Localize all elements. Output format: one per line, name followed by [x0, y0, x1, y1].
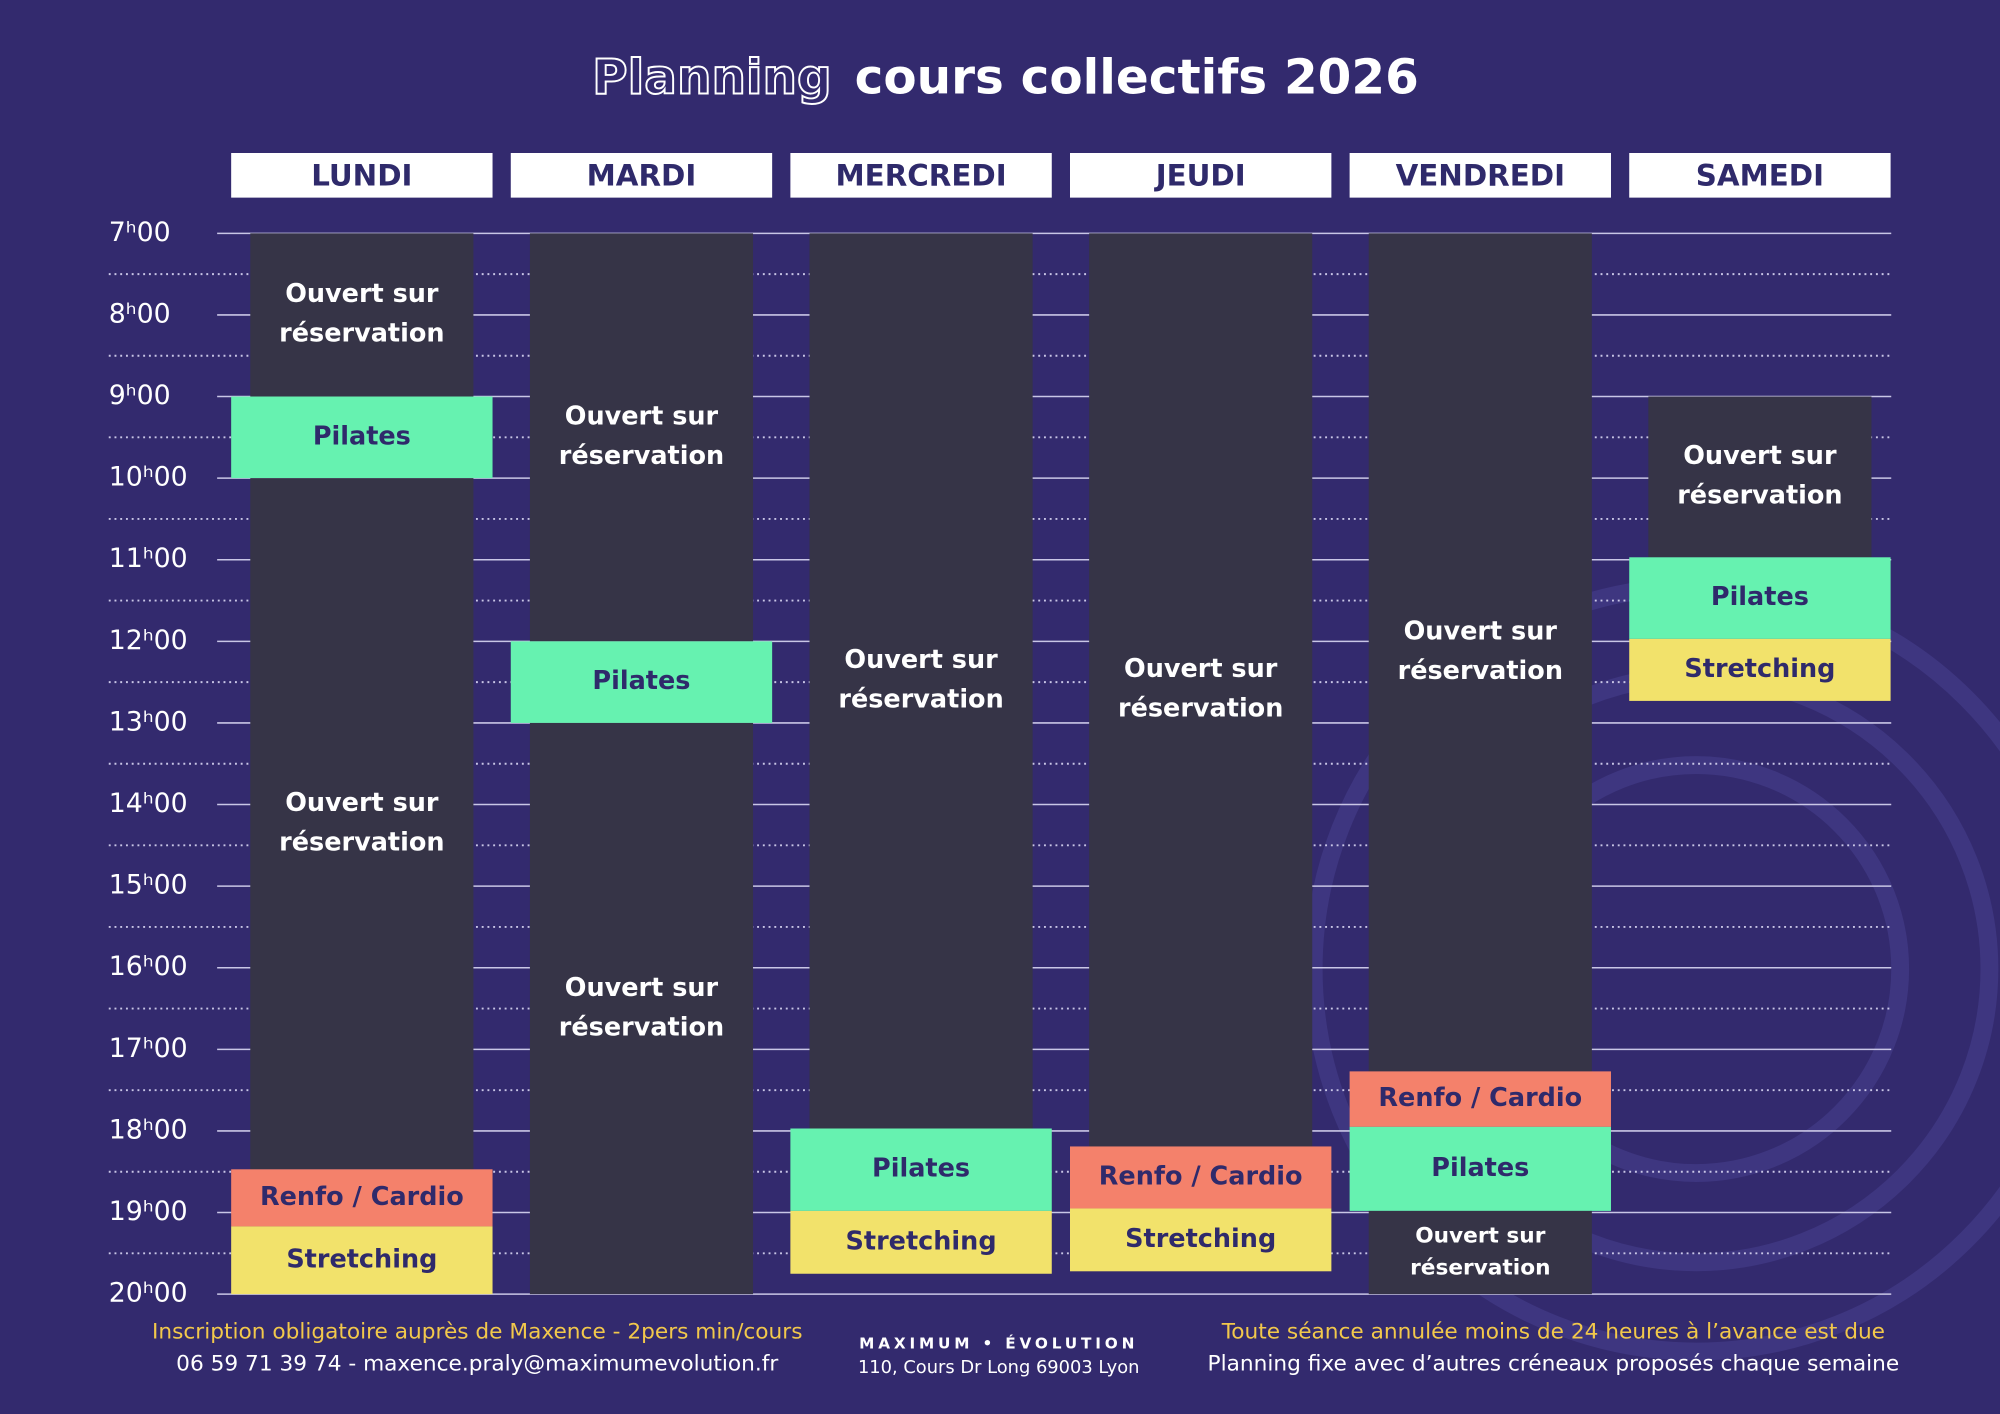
- class-slot: [231, 1226, 493, 1295]
- class-label: Pilates: [1431, 1153, 1529, 1183]
- time-label: 16ʰ00: [109, 951, 188, 982]
- day-header-box: [1629, 153, 1891, 198]
- class-slot: [1629, 557, 1891, 639]
- day-header: VENDREDI: [1396, 159, 1565, 193]
- open-slot-label: Ouvert sur: [844, 645, 998, 675]
- class-slot: [1069, 1208, 1332, 1272]
- class-label: Renfo / Cardio: [260, 1182, 464, 1212]
- class-label: Pilates: [592, 666, 690, 696]
- time-label: 7ʰ00: [109, 217, 171, 248]
- open-slot: [1368, 233, 1592, 1072]
- time-label: 13ʰ00: [109, 706, 188, 737]
- footer-left: 06 59 71 39 74 - maxence.praly@maximumev…: [176, 1351, 778, 1376]
- day-header: LUNDI: [311, 159, 412, 193]
- open-slot: [1368, 1210, 1592, 1295]
- open-slot-label: réservation: [279, 319, 444, 349]
- open-slot: [529, 722, 754, 1295]
- title: cours collectifs 2026: [855, 49, 1419, 105]
- time-label: 8ʰ00: [109, 298, 171, 329]
- class-label: Pilates: [872, 1154, 970, 1184]
- class-slot: [1349, 1126, 1611, 1211]
- footer: Inscription obligatoire auprès de Maxenc…: [152, 1319, 1899, 1378]
- open-slot-label: réservation: [279, 827, 444, 857]
- open-slot: [529, 233, 754, 642]
- day-header: JEUDI: [1154, 159, 1246, 193]
- day-header-box: [1069, 153, 1332, 198]
- open-slot-label: Ouvert sur: [1683, 441, 1837, 471]
- open-slot-label: Ouvert sur: [1404, 617, 1558, 647]
- open-slot: [809, 233, 1033, 1129]
- open-slot: [1648, 396, 1872, 558]
- class-label: Stretching: [846, 1226, 997, 1256]
- day-header-box: [231, 153, 493, 198]
- time-label: 9ʰ00: [109, 380, 171, 411]
- open-slot-label: réservation: [559, 1012, 724, 1042]
- class-slot: [510, 641, 773, 723]
- class-label: Renfo / Cardio: [1099, 1161, 1303, 1191]
- class-slot: [231, 396, 493, 479]
- class-slot: [231, 1169, 493, 1227]
- class-label: Pilates: [1711, 582, 1809, 612]
- footer-right: Planning fixe avec d’autres créneaux pro…: [1208, 1351, 1900, 1376]
- open-slot: [250, 233, 474, 397]
- open-slot-label: réservation: [838, 685, 1003, 715]
- class-label: Stretching: [286, 1244, 437, 1274]
- footer-left: Inscription obligatoire auprès de Maxenc…: [152, 1319, 802, 1344]
- time-label: 17ʰ00: [109, 1033, 188, 1064]
- time-label: 15ʰ00: [109, 870, 188, 901]
- time-label: 12ʰ00: [109, 625, 188, 656]
- day-columns: LUNDI Ouvert sur réservation Pilates Ouvert …: [231, 153, 1891, 1295]
- time-label: 18ʰ00: [109, 1114, 188, 1145]
- class-slot: [1069, 1146, 1332, 1209]
- day-header: MARDI: [587, 159, 697, 193]
- open-slot-label: Ouvert sur: [1415, 1224, 1546, 1249]
- title-outline: Planning: [592, 49, 832, 105]
- open-slot-label: réservation: [559, 441, 724, 471]
- class-slot: [790, 1128, 1052, 1211]
- time-label: 14ʰ00: [109, 788, 188, 819]
- open-slot: [1089, 233, 1313, 1147]
- open-slot-label: Ouvert sur: [565, 973, 719, 1003]
- class-label: Stretching: [1125, 1224, 1276, 1254]
- day-header-box: [790, 153, 1052, 198]
- time-label: 20ʰ00: [109, 1278, 188, 1309]
- open-slot-label: réservation: [1410, 1255, 1550, 1280]
- day-header-box: [1349, 153, 1611, 198]
- day-header-box: [510, 153, 773, 198]
- open-slot-label: Ouvert sur: [285, 279, 439, 309]
- open-slot-label: Ouvert sur: [565, 402, 719, 432]
- class-slot: [1349, 1071, 1611, 1127]
- address: 110, Cours Dr Long 69003 Lyon: [858, 1357, 1140, 1378]
- open-slot-label: Ouvert sur: [285, 788, 439, 818]
- class-label: Renfo / Cardio: [1378, 1083, 1582, 1113]
- day-header: MERCREDI: [836, 159, 1007, 193]
- class-slot: [790, 1210, 1052, 1274]
- time-label: 10ʰ00: [109, 462, 188, 493]
- class-slot: [1629, 638, 1891, 701]
- day-header: SAMEDI: [1696, 159, 1824, 193]
- open-slot-label: Ouvert sur: [1124, 654, 1278, 684]
- open-slot-label: réservation: [1118, 694, 1283, 724]
- open-slot-label: réservation: [1677, 481, 1842, 511]
- footer-right: Toute séance annulée moins de 24 heures …: [1221, 1319, 1885, 1344]
- time-label: 11ʰ00: [109, 543, 188, 574]
- open-slot-label: réservation: [1398, 656, 1563, 686]
- class-label: Pilates: [313, 421, 411, 451]
- time-label: 19ʰ00: [109, 1196, 188, 1227]
- brand: MAXIMUM • ÉVOLUTION: [859, 1333, 1138, 1352]
- class-label: Stretching: [1684, 654, 1835, 684]
- open-slot: [250, 478, 474, 1170]
